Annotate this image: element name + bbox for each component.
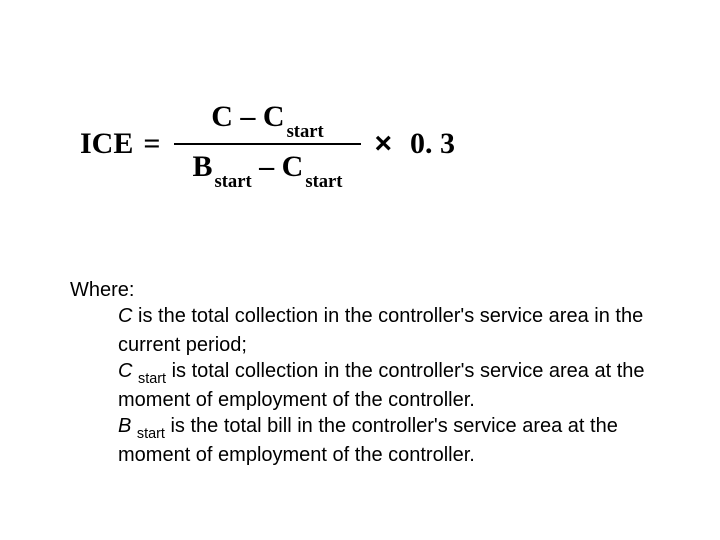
def-c-text: is the total collection in the controlle… — [118, 305, 643, 356]
num-right-sub: start — [287, 121, 324, 142]
den-right: C — [282, 150, 304, 183]
definitions: C is the total collection in the control… — [70, 304, 665, 467]
formula-lhs: ICE — [80, 127, 133, 161]
den-left-sub: start — [214, 171, 251, 192]
num-op: – — [240, 100, 255, 133]
where-block: Where: C is the total collection in the … — [70, 278, 665, 469]
def-cstart: C start is total collection in the contr… — [118, 359, 665, 412]
fraction: C – Cstart Bstart – Cstart — [174, 95, 360, 194]
var-cstart: C — [118, 360, 132, 382]
denominator: Bstart – Cstart — [174, 145, 360, 193]
equals-sign: = — [143, 127, 160, 161]
def-c: C is the total collection in the control… — [118, 304, 665, 357]
times-sign: × — [375, 127, 393, 161]
var-bstart-sub: start — [137, 426, 165, 442]
den-op: – — [259, 150, 274, 183]
numerator: C – Cstart — [193, 95, 342, 143]
ice-formula: ICE = C – Cstart Bstart – Cstart × 0. 3 — [80, 95, 455, 194]
num-right: C — [263, 100, 285, 133]
num-left: C — [211, 100, 233, 133]
coefficient: 0. 3 — [410, 127, 455, 161]
var-cstart-sub: start — [138, 371, 166, 387]
var-c: C — [118, 305, 132, 327]
den-right-sub: start — [305, 171, 342, 192]
var-bstart: B — [118, 415, 131, 437]
where-label: Where: — [70, 278, 665, 302]
def-cstart-text: is total collection in the controller's … — [118, 360, 645, 411]
den-left: B — [192, 150, 212, 183]
def-bstart-text: is the total bill in the controller's se… — [118, 415, 618, 466]
def-bstart: B start is the total bill in the control… — [118, 414, 665, 467]
